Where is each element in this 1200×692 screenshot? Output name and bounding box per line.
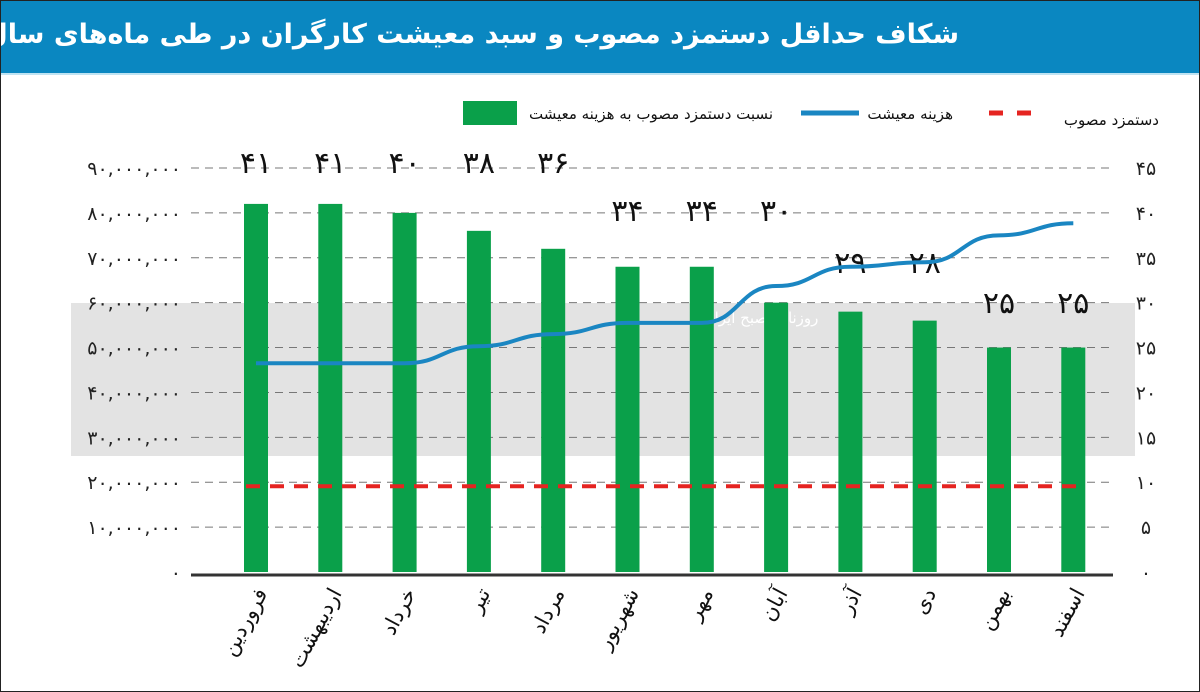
bar — [392, 212, 417, 572]
bar — [1061, 347, 1086, 572]
bar-data-label: ۲۵ — [1057, 286, 1089, 321]
right-tick-label: ۲۵ — [1136, 338, 1156, 360]
month-label: شهریور — [591, 584, 644, 654]
bar-data-label: ۳۰ — [760, 194, 792, 229]
right-tick-label: ۱۵ — [1136, 427, 1156, 449]
bar-data-label: ۴۱ — [240, 146, 272, 181]
bar — [244, 203, 268, 572]
bar — [615, 266, 640, 572]
month-label: اسفند — [1044, 584, 1089, 641]
month-label: تیر — [462, 584, 495, 617]
month-label: خرداد — [377, 584, 421, 639]
left-tick-label: ۶۰,۰۰۰,۰۰۰ — [87, 293, 181, 315]
left-tick-label: ۳۰,۰۰۰,۰۰۰ — [87, 427, 181, 449]
right-tick-label: ۱۰ — [1136, 472, 1156, 494]
month-label: مهر — [681, 584, 718, 625]
bar-data-label: ۳۶ — [537, 146, 569, 181]
right-tick-label: ۴۵ — [1136, 158, 1156, 180]
bar — [318, 203, 343, 572]
bar-data-label: ۳۴ — [611, 194, 643, 229]
left-tick-label: ۴۰,۰۰۰,۰۰۰ — [87, 382, 181, 404]
left-tick-label: ۷۰,۰۰۰,۰۰۰ — [87, 248, 181, 270]
left-tick-label: ۹۰,۰۰۰,۰۰۰ — [87, 158, 181, 180]
watermark-text: روزنامه صبح ایران — [704, 309, 819, 327]
bar-data-label: ۳۸ — [463, 146, 495, 181]
bar — [764, 302, 789, 572]
left-tick-label: ۰ — [171, 562, 181, 584]
month-label: آبان — [755, 583, 793, 625]
bar-data-label: ۳۴ — [686, 194, 718, 229]
left-tick-label: ۸۰,۰۰۰,۰۰۰ — [87, 203, 181, 225]
left-tick-label: ۱۰,۰۰۰,۰۰۰ — [87, 517, 181, 539]
bar — [838, 311, 863, 572]
month-label: اردیبهشت — [285, 584, 347, 672]
legend-swatch-ratio — [463, 101, 517, 125]
bar — [689, 266, 714, 572]
chart-title: شکاف حداقل دستمزد مصوب و سبد معیشت کارگر… — [1, 19, 959, 50]
month-label: دی — [908, 584, 941, 618]
left-tick-label: ۲۰,۰۰۰,۰۰۰ — [87, 472, 181, 494]
right-tick-label: ۴۰ — [1136, 203, 1156, 225]
right-tick-label: ۵ — [1141, 517, 1151, 539]
bar — [987, 347, 1011, 572]
bar — [466, 230, 491, 572]
legend-label-min-wage: دستمزد مصوب — [1064, 111, 1159, 129]
month-label: آذر — [832, 583, 867, 619]
left-tick-label: ۵۰,۰۰۰,۰۰۰ — [87, 338, 181, 360]
bar-data-label: ۲۹ — [834, 246, 866, 281]
month-label: بهمن — [974, 584, 1016, 634]
legend-label-ratio: نسبت دستمزد مصوب به هزینه معیشت — [529, 105, 773, 123]
legend-label-cost: هزینه معیشت — [867, 105, 953, 123]
bar — [912, 320, 937, 572]
bar-data-label: ۴۰ — [388, 146, 420, 181]
right-tick-label: ۲۰ — [1136, 382, 1156, 404]
month-label: فروردین — [217, 584, 273, 660]
bar — [541, 248, 566, 573]
bar-data-label: ۲۵ — [983, 286, 1015, 321]
bar-data-label: ۴۱ — [314, 146, 346, 181]
right-tick-label: ۳۰ — [1136, 293, 1156, 315]
right-tick-label: ۳۵ — [1136, 248, 1156, 270]
title-bar: شکاف حداقل دستمزد مصوب و سبد معیشت کارگر… — [1, 1, 1199, 75]
month-label: مرداد — [526, 584, 569, 637]
right-tick-label: ۰ — [1141, 562, 1151, 584]
